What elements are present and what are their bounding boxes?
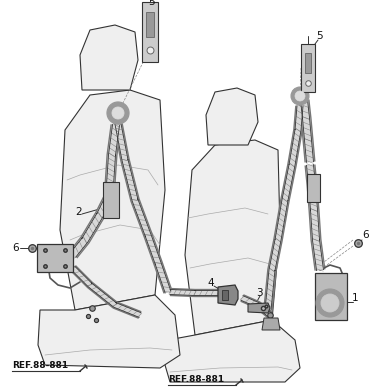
Polygon shape [315,273,347,320]
Text: 5: 5 [316,31,323,41]
Text: REF.88-881: REF.88-881 [168,375,224,384]
Polygon shape [38,295,180,368]
Polygon shape [60,90,165,310]
Polygon shape [218,285,238,305]
Polygon shape [301,44,315,92]
Text: REF.88-881: REF.88-881 [12,361,68,370]
Text: 5: 5 [148,0,155,7]
Polygon shape [103,182,119,218]
Polygon shape [185,140,280,335]
Polygon shape [146,12,154,37]
Polygon shape [248,303,270,313]
Circle shape [316,289,344,317]
Polygon shape [206,88,258,145]
Text: 6: 6 [12,243,19,253]
Circle shape [112,107,124,119]
Polygon shape [80,25,138,90]
Text: 6: 6 [362,230,369,240]
Polygon shape [305,53,311,73]
Polygon shape [165,320,300,382]
Text: 3: 3 [256,288,263,298]
Circle shape [321,294,339,312]
Circle shape [107,102,129,124]
Polygon shape [37,244,73,272]
Circle shape [295,91,305,101]
Polygon shape [222,290,228,300]
Text: 4: 4 [207,278,214,288]
Text: 2: 2 [75,207,82,217]
Circle shape [291,87,309,105]
Text: 1: 1 [352,293,358,303]
Polygon shape [262,318,280,330]
Polygon shape [307,174,320,202]
Polygon shape [142,2,158,62]
